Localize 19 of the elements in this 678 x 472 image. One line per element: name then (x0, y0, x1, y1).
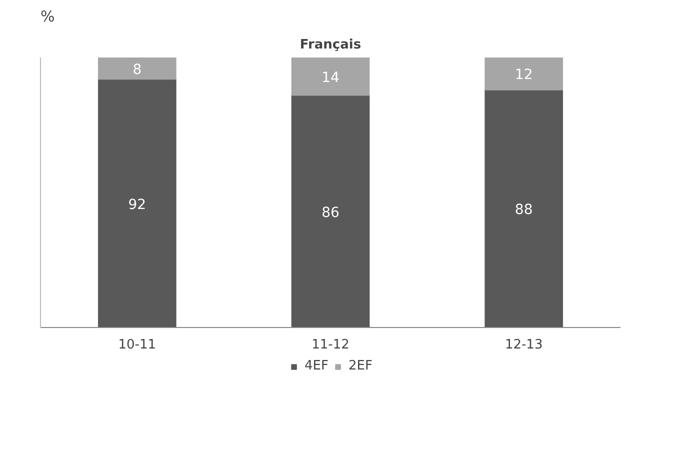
bar (98, 78, 176, 328)
data-label: 86 (322, 204, 340, 221)
x-tick-label: 10-11 (118, 338, 156, 352)
bar (484, 58, 563, 90)
legend-label: 4EF (304, 358, 328, 374)
data-label: 88 (514, 202, 533, 218)
bar (98, 58, 176, 80)
x-tick-label: 12-13 (504, 338, 543, 352)
y-axis-title: % (40, 8, 55, 26)
data-label: 8 (132, 62, 142, 78)
data-label: 12 (514, 67, 533, 84)
data-label: 14 (322, 70, 340, 86)
x-tick-label: 11-12 (312, 338, 350, 352)
chart-title: Français (300, 38, 362, 52)
data-label: 92 (128, 196, 146, 213)
bar (291, 58, 370, 96)
bar (291, 94, 370, 328)
legend-label: 2EF (348, 358, 372, 374)
bar (484, 89, 563, 328)
